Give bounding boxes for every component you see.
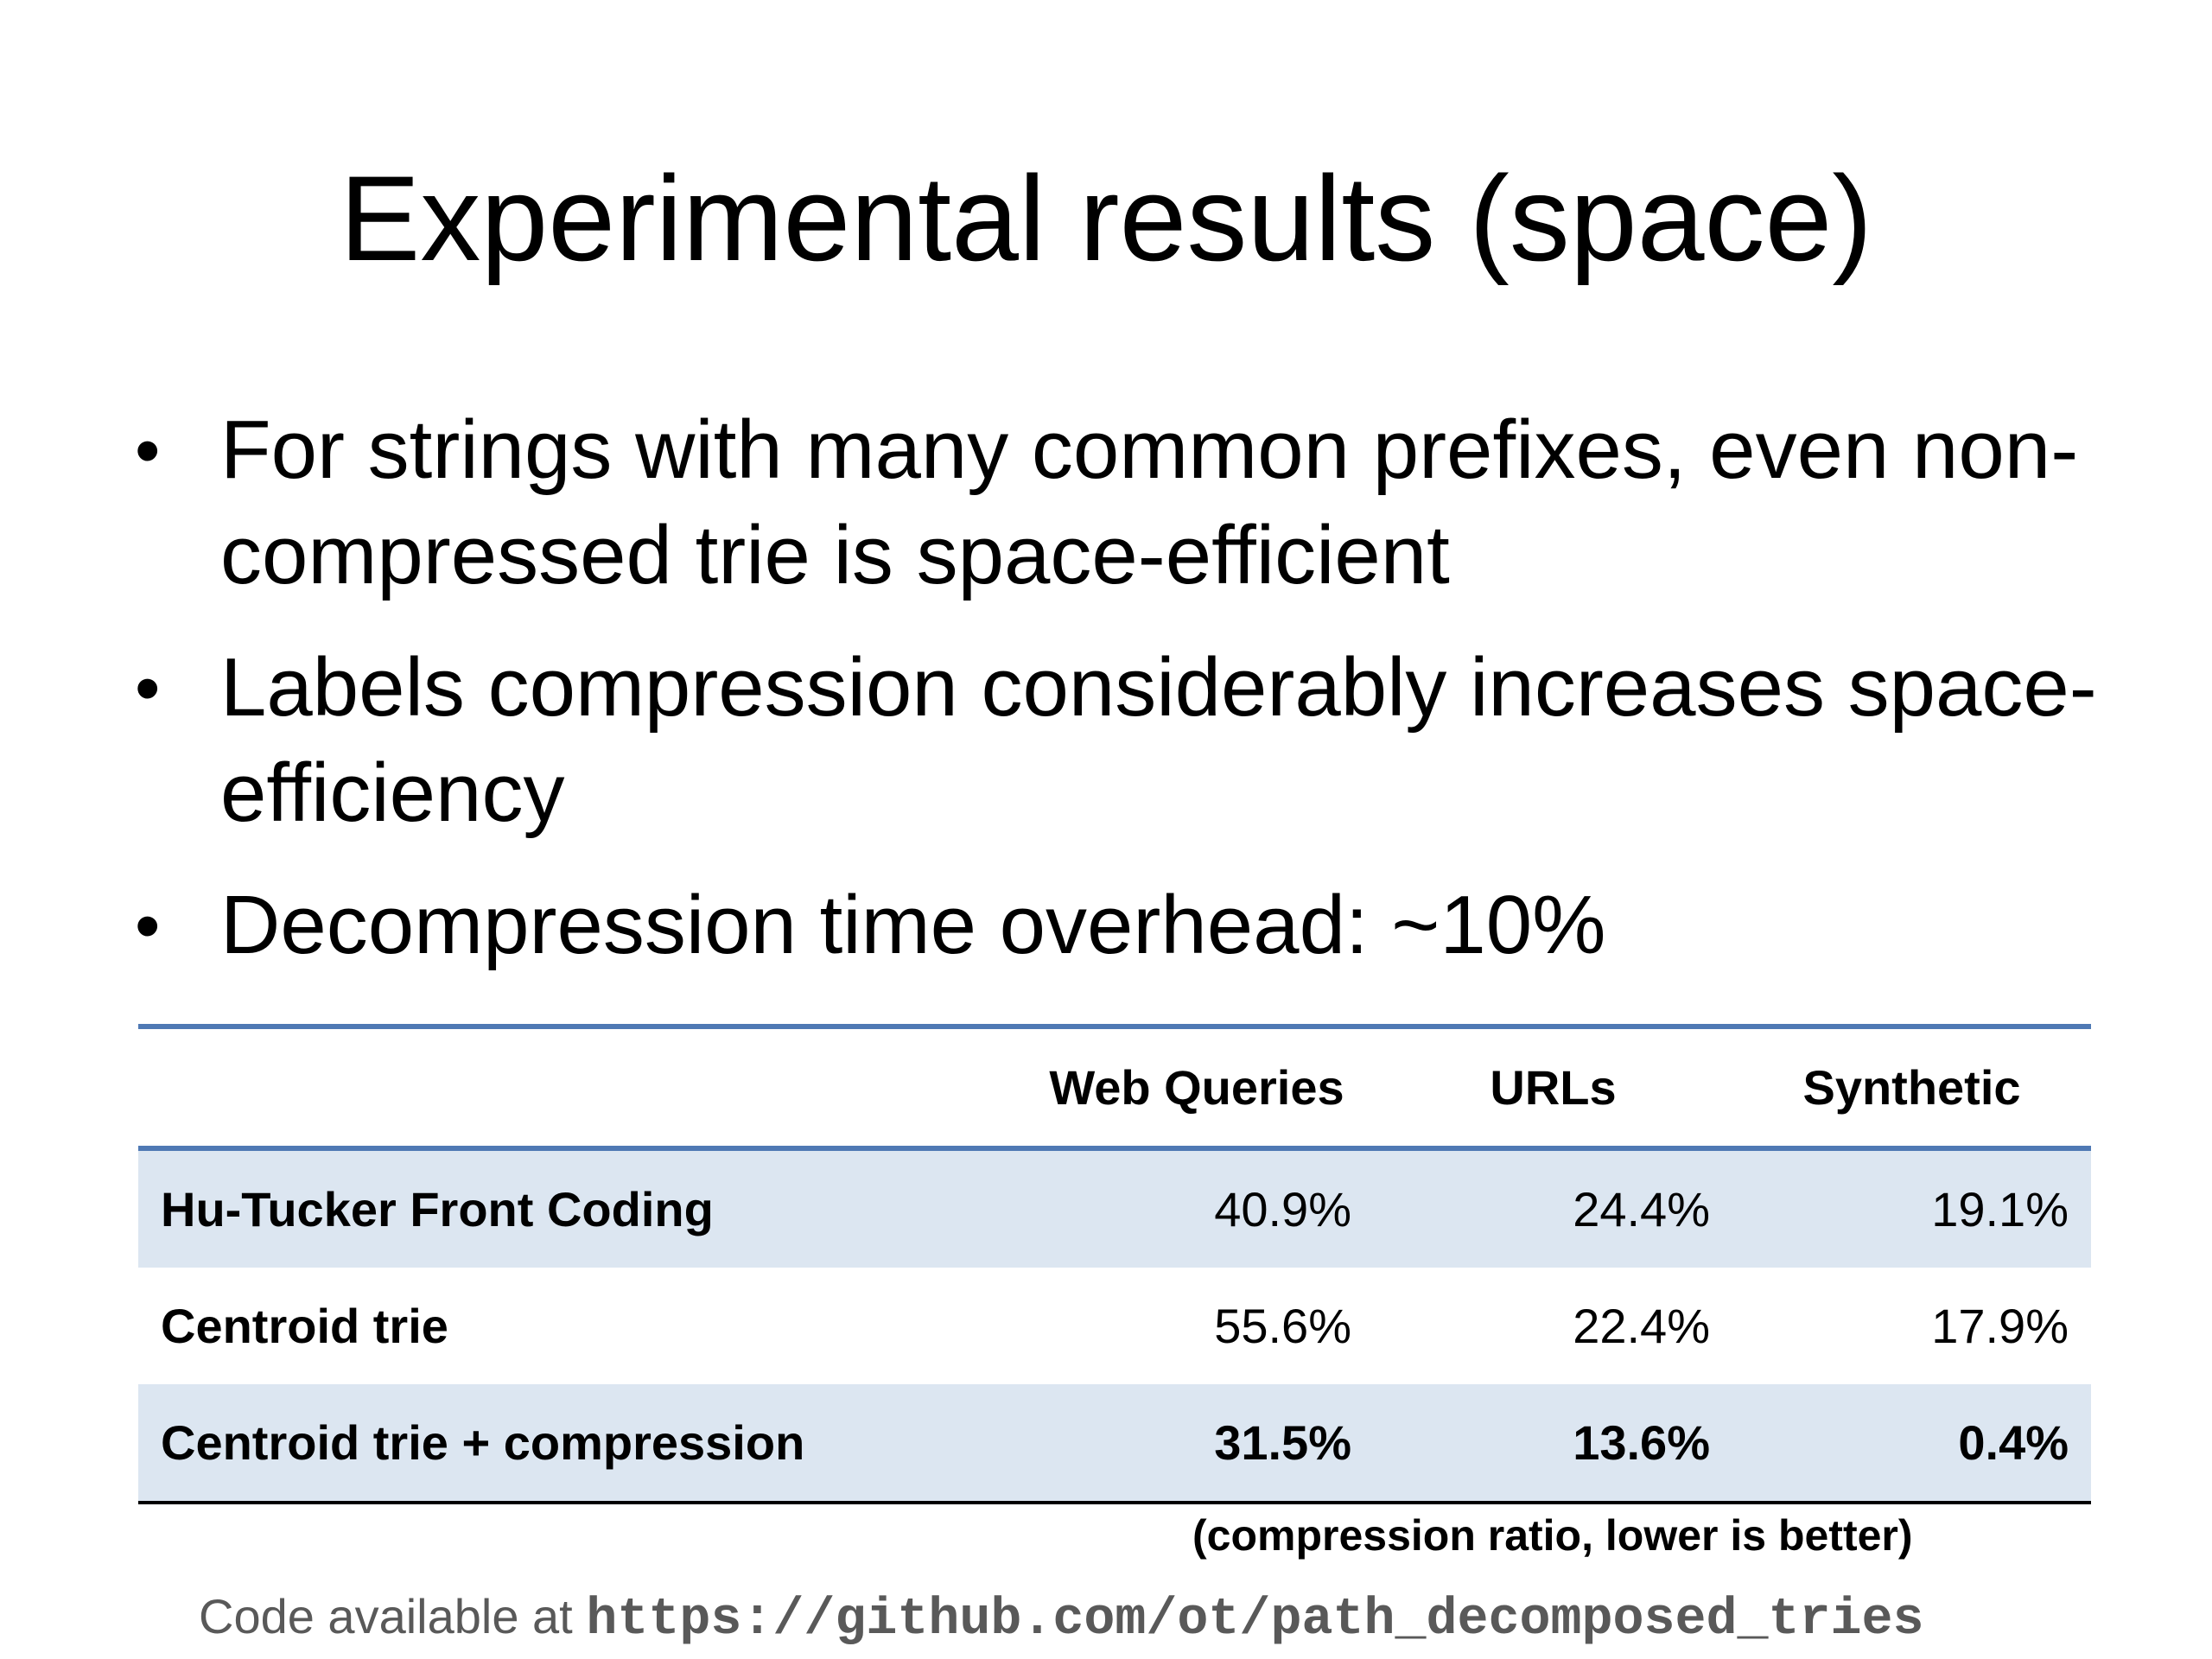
row-label: Centroid trie + compression xyxy=(138,1384,1020,1503)
bullet-item: • Decompression time overhead: ~10% xyxy=(130,873,2152,978)
cell-web-queries: 55.6% xyxy=(1214,1299,1351,1353)
table-caption: (compression ratio, lower is better) xyxy=(1192,1511,1913,1560)
table-row: Hu-Tucker Front Coding 40.9% 24.4% 19.1% xyxy=(138,1148,2091,1268)
row-label: Hu-Tucker Front Coding xyxy=(138,1148,1020,1268)
bullet-text: Decompression time overhead: ~10% xyxy=(220,879,1606,971)
cell-urls: 24.4% xyxy=(1374,1148,1732,1268)
table-row: Centroid trie 55.6% 22.4% 17.9% xyxy=(138,1268,2091,1384)
column-header-empty xyxy=(138,1027,1020,1148)
bullet-item: • Labels compression considerably increa… xyxy=(130,635,2152,846)
bullet-text: For strings with many common prefixes, e… xyxy=(220,404,2079,601)
slide-title: Experimental results (space) xyxy=(340,150,1872,286)
bullet-item: • For strings with many common prefixes,… xyxy=(130,397,2152,608)
column-header-web-queries: Web Queries xyxy=(1049,1060,1344,1115)
cell-web-queries: 31.5% xyxy=(1020,1384,1374,1503)
bullet-list: • For strings with many common prefixes,… xyxy=(130,397,2152,1005)
cell-urls: 22.4% xyxy=(1573,1299,1710,1353)
column-header-urls: URLs xyxy=(1490,1060,1617,1115)
table-header-row: Web Queries URLs Synthetic xyxy=(138,1027,2091,1148)
row-label: Centroid trie xyxy=(161,1299,448,1353)
cell-urls: 13.6% xyxy=(1374,1384,1732,1503)
cell-synthetic: 0.4% xyxy=(1732,1384,2091,1503)
column-header-synthetic: Synthetic xyxy=(1802,1060,2021,1115)
cell-synthetic: 17.9% xyxy=(1931,1299,2069,1353)
results-table: Web Queries URLs Synthetic Hu-Tucker Fro… xyxy=(138,1024,2091,1504)
repository-url[interactable]: https://github.com/ot/path_decomposed_tr… xyxy=(586,1591,1924,1649)
footer-note: Code available at https://github.com/ot/… xyxy=(199,1588,1924,1649)
table-row: Centroid trie + compression 31.5% 13.6% … xyxy=(138,1384,2091,1503)
footer-prefix: Code available at xyxy=(199,1589,573,1643)
bullet-icon: • xyxy=(135,647,161,728)
bullet-icon: • xyxy=(135,885,161,966)
cell-synthetic: 19.1% xyxy=(1732,1148,2091,1268)
cell-web-queries: 40.9% xyxy=(1020,1148,1374,1268)
bullet-text: Labels compression considerably increase… xyxy=(220,641,2097,839)
bullet-icon: • xyxy=(135,410,161,491)
